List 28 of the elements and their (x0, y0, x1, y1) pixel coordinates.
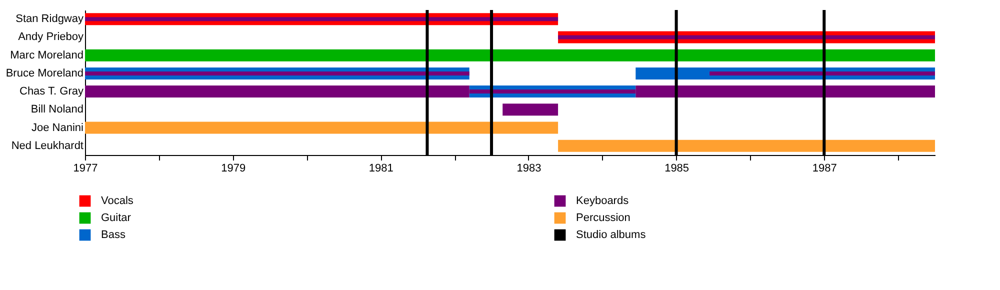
x-tick-label: 1981 (368, 162, 394, 174)
bar (558, 35, 935, 40)
y-tick-label: Marc Moreland (10, 49, 84, 62)
y-tick-label: Joe Nanini (32, 122, 84, 134)
legend-label: Keyboards (576, 195, 630, 207)
bar (85, 17, 558, 22)
legend-label: Studio albums (576, 229, 646, 241)
x-tick-label: 1983 (516, 162, 542, 174)
legend-label: Percussion (576, 212, 630, 224)
legend-label: Vocals (101, 195, 134, 207)
legend-label: Guitar (101, 212, 132, 224)
y-tick-label: Stan Ridgway (16, 13, 84, 26)
x-tick-label: 1985 (664, 162, 690, 174)
x-tick-label: 1977 (73, 162, 98, 174)
bar (85, 122, 558, 134)
bar (502, 104, 558, 116)
bar (85, 71, 470, 76)
y-tick-label: Bill Noland (30, 104, 84, 116)
x-tick-label: 1979 (221, 162, 246, 174)
y-tick-label: Bruce Moreland (6, 67, 84, 80)
legend-label: Bass (101, 229, 126, 241)
bar (558, 140, 935, 152)
y-tick-label: Chas T. Gray (20, 86, 84, 98)
y-tick-label: Andy Prieboy (18, 31, 84, 44)
y-tick-label: Ned Leukhardt (11, 140, 84, 152)
bar (85, 49, 935, 62)
bar (710, 71, 935, 76)
x-tick-label: 1987 (812, 162, 837, 174)
